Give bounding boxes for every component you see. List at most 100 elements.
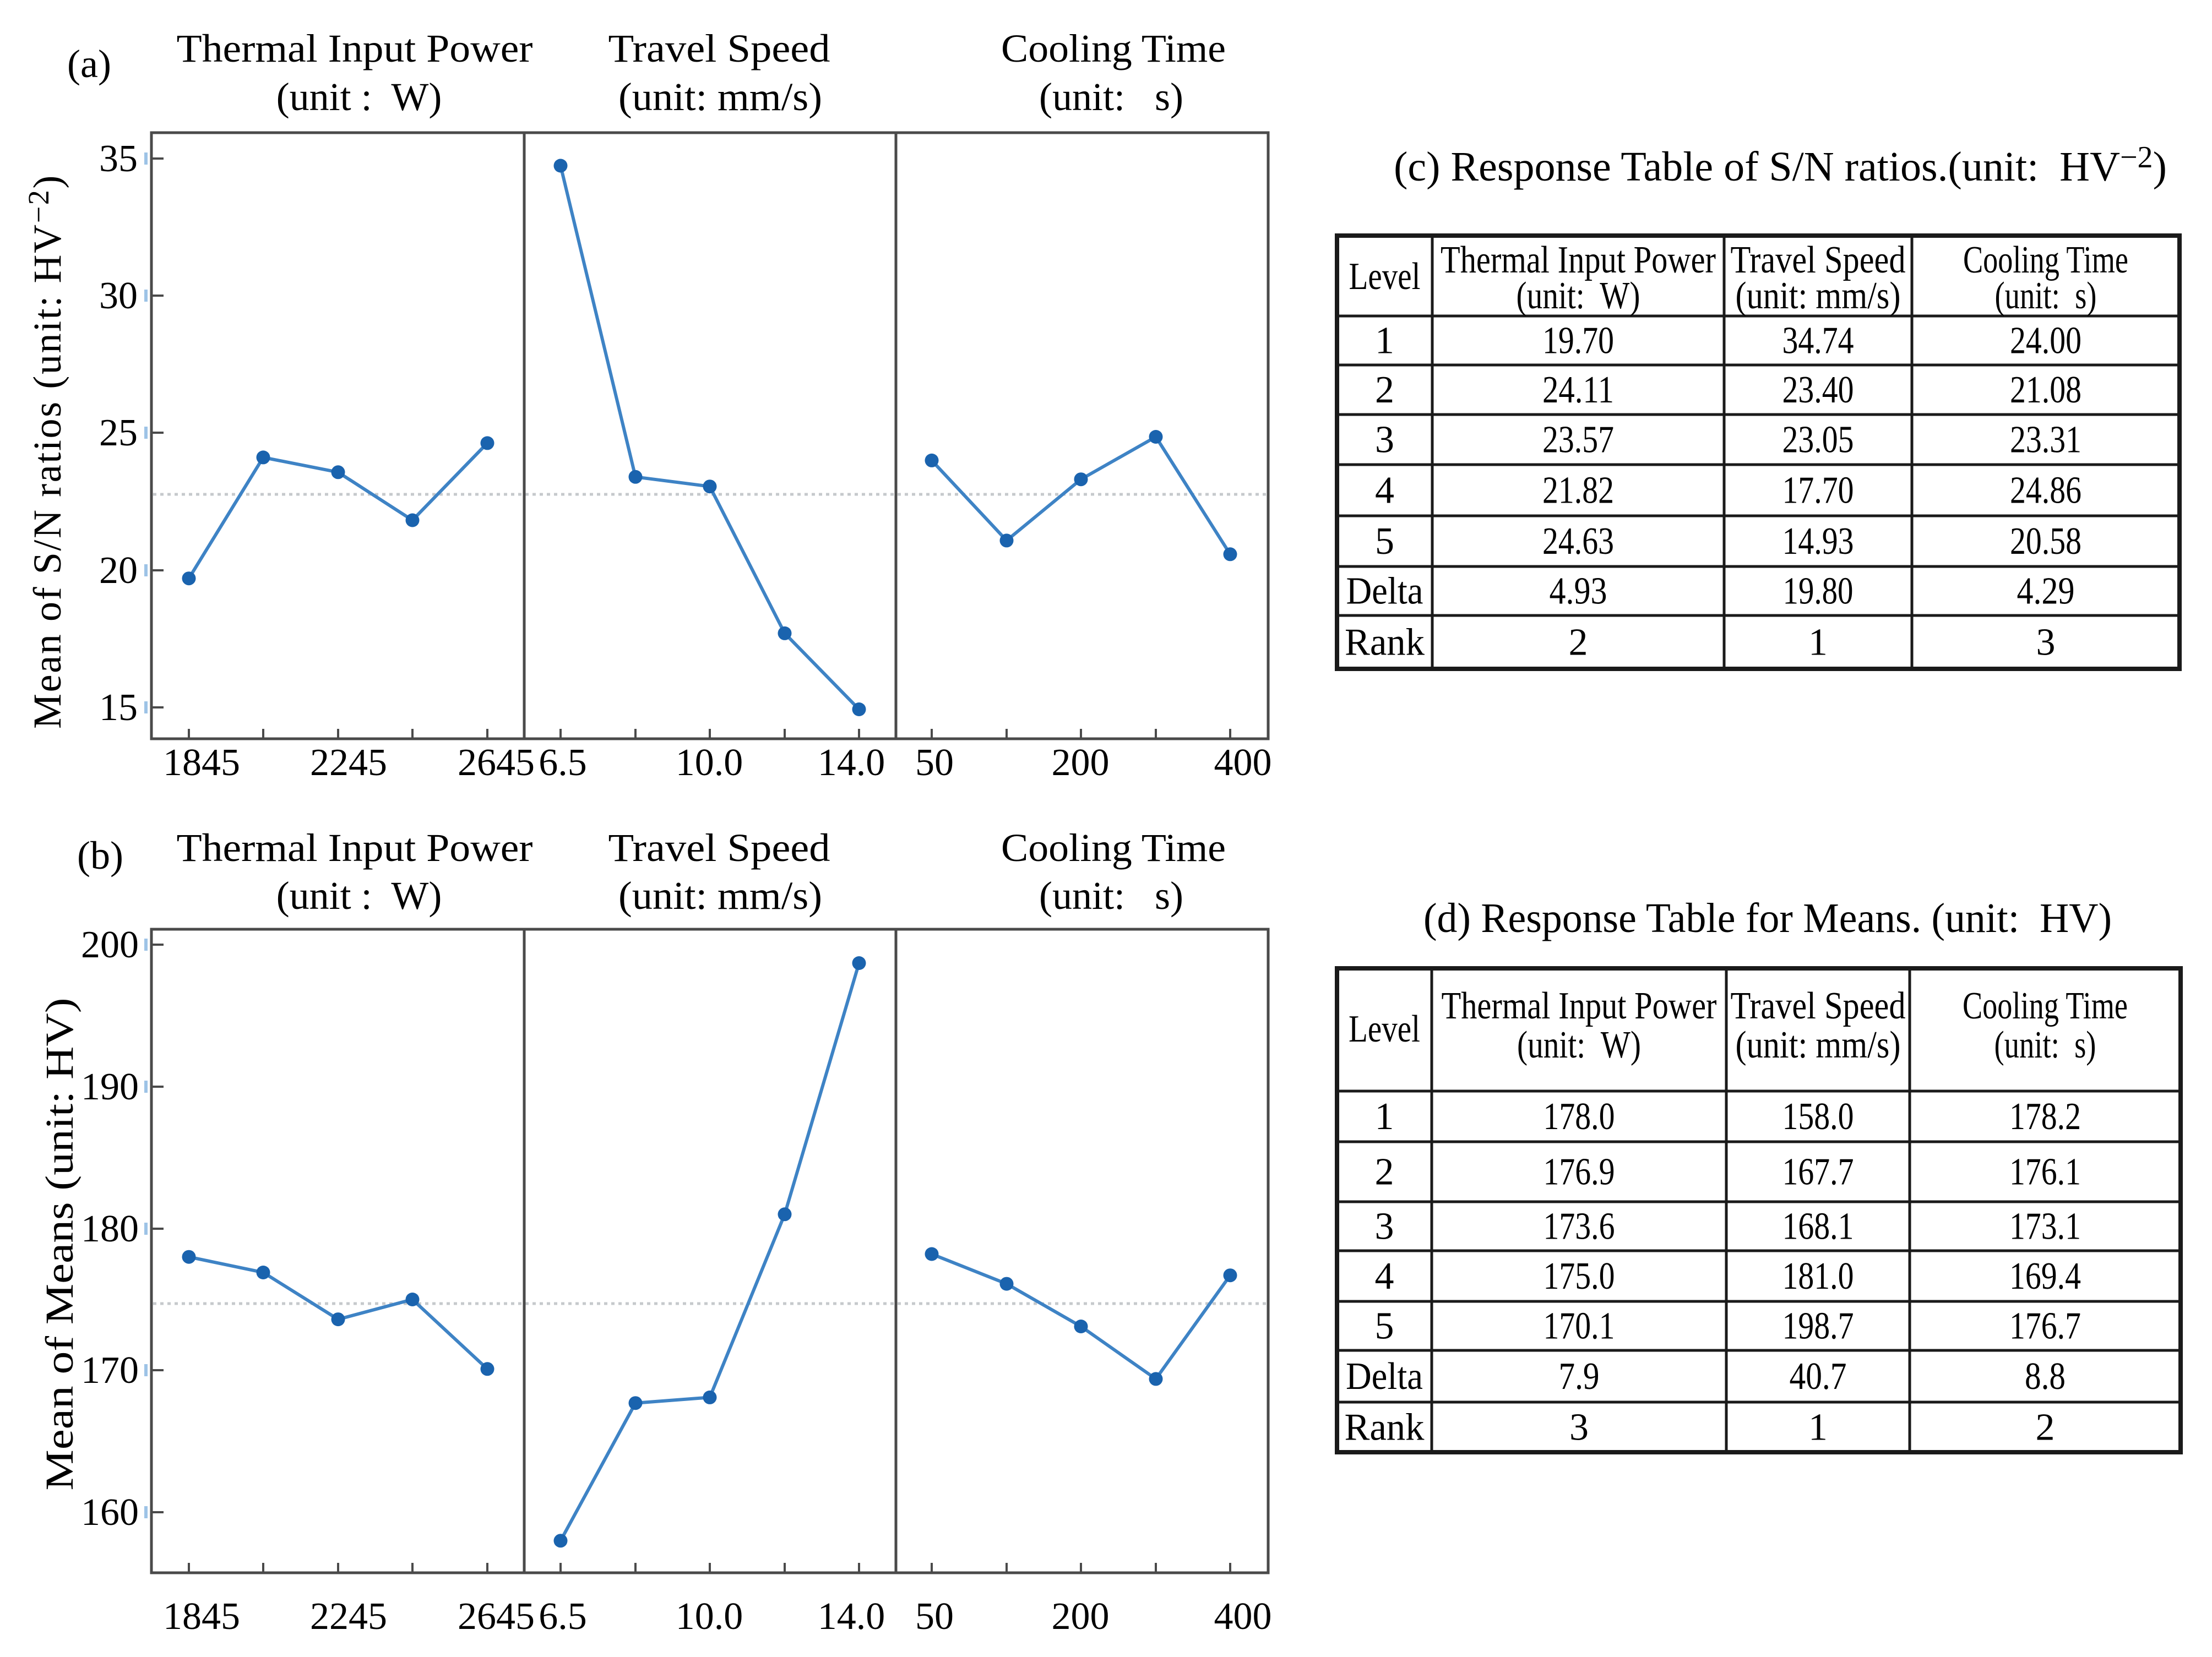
- svg-text:160: 160: [81, 1491, 139, 1534]
- svg-text:5: 5: [1375, 1305, 1394, 1348]
- svg-text:167.7: 167.7: [1782, 1151, 1854, 1193]
- svg-text:1: 1: [1375, 1095, 1394, 1138]
- svg-text:173.1: 173.1: [2009, 1206, 2081, 1248]
- svg-text:21.82: 21.82: [1542, 470, 1614, 512]
- svg-text:20.58: 20.58: [2010, 520, 2081, 563]
- svg-text:6.5: 6.5: [539, 742, 587, 784]
- svg-text:14.93: 14.93: [1782, 520, 1854, 563]
- svg-text:Travel Speed: Travel Speed: [608, 26, 830, 70]
- svg-text:170.1: 170.1: [1543, 1305, 1615, 1348]
- svg-text:24.11: 24.11: [1542, 369, 1614, 411]
- svg-text:4: 4: [1375, 470, 1394, 512]
- svg-text:Thermal Input Power: Thermal Input Power: [1441, 239, 1716, 281]
- svg-text:23.40: 23.40: [1782, 369, 1854, 411]
- svg-text:1: 1: [1375, 320, 1394, 362]
- svg-text:Travel Speed: Travel Speed: [608, 826, 830, 870]
- svg-text:6.5: 6.5: [539, 1595, 587, 1638]
- svg-text:1845: 1845: [163, 1595, 240, 1638]
- svg-text:2245: 2245: [310, 1595, 387, 1638]
- svg-text:23.57: 23.57: [1542, 419, 1614, 461]
- svg-text:(unit: s): (unit: s): [1039, 75, 1183, 119]
- svg-text:Cooling Time: Cooling Time: [1001, 826, 1226, 870]
- svg-text:34.74: 34.74: [1782, 320, 1854, 362]
- svg-text:5: 5: [1375, 520, 1394, 563]
- svg-text:10.0: 10.0: [676, 1595, 743, 1638]
- svg-text:3: 3: [2036, 622, 2056, 664]
- svg-text:(unit: W): (unit: W): [1517, 1024, 1641, 1066]
- svg-text:198.7: 198.7: [1782, 1305, 1854, 1348]
- svg-text:180: 180: [81, 1208, 139, 1250]
- svg-text:200: 200: [81, 924, 139, 966]
- svg-text:24.63: 24.63: [1542, 520, 1614, 563]
- svg-text:(b): (b): [77, 833, 123, 877]
- svg-text:2645: 2645: [458, 1595, 535, 1638]
- svg-text:2245: 2245: [310, 742, 387, 784]
- svg-text:25: 25: [99, 412, 138, 454]
- svg-text:50: 50: [915, 1595, 954, 1638]
- svg-text:2645: 2645: [458, 742, 535, 784]
- svg-text:Mean of Means (unit: HV): Mean of Means (unit: HV): [37, 998, 81, 1491]
- svg-text:14.0: 14.0: [818, 1595, 885, 1638]
- svg-text:Cooling Time: Cooling Time: [1963, 239, 2128, 281]
- svg-text:Rank: Rank: [1345, 1407, 1425, 1449]
- svg-text:19.80: 19.80: [1783, 570, 1854, 613]
- svg-text:17.70: 17.70: [1782, 470, 1854, 512]
- svg-text:176.9: 176.9: [1543, 1151, 1615, 1193]
- svg-text:400: 400: [1214, 742, 1272, 784]
- svg-text:Level: Level: [1349, 1008, 1420, 1050]
- svg-text:(c) Response Table of S/N rati: (c) Response Table of S/N ratios.(unit: …: [1394, 140, 2167, 190]
- svg-text:4.93: 4.93: [1550, 570, 1607, 613]
- svg-text:1: 1: [1808, 622, 1828, 664]
- svg-text:(unit: mm/s): (unit: mm/s): [618, 874, 822, 918]
- svg-text:Cooling Time: Cooling Time: [1001, 26, 1226, 70]
- svg-text:(unit : W): (unit : W): [276, 874, 442, 918]
- svg-text:(unit : W): (unit : W): [276, 75, 442, 119]
- svg-text:7.9: 7.9: [1559, 1355, 1600, 1398]
- svg-text:(unit: mm/s): (unit: mm/s): [1736, 1024, 1901, 1066]
- svg-text:190: 190: [81, 1066, 139, 1108]
- svg-text:170: 170: [81, 1349, 139, 1392]
- svg-text:(a): (a): [67, 42, 111, 86]
- svg-text:Level: Level: [1349, 255, 1421, 298]
- svg-text:Thermal Input Power: Thermal Input Power: [1442, 985, 1717, 1027]
- svg-text:178.2: 178.2: [2009, 1095, 2081, 1138]
- svg-text:2: 2: [1375, 1151, 1394, 1193]
- svg-text:(unit: s): (unit: s): [1995, 275, 2097, 317]
- svg-text:4: 4: [1375, 1255, 1394, 1298]
- svg-text:8.8: 8.8: [2025, 1355, 2066, 1398]
- svg-text:1845: 1845: [163, 742, 240, 784]
- svg-text:168.1: 168.1: [1782, 1206, 1854, 1248]
- svg-text:3: 3: [1375, 1206, 1394, 1248]
- svg-text:158.0: 158.0: [1782, 1095, 1854, 1138]
- svg-text:169.4: 169.4: [2009, 1255, 2081, 1298]
- svg-text:24.00: 24.00: [2010, 320, 2081, 362]
- svg-text:Thermal Input Power: Thermal Input Power: [177, 26, 533, 70]
- svg-text:Travel Speed: Travel Speed: [1731, 985, 1906, 1027]
- svg-text:Thermal Input Power: Thermal Input Power: [177, 826, 533, 870]
- svg-text:200: 200: [1052, 742, 1110, 784]
- svg-text:1: 1: [1808, 1407, 1828, 1449]
- svg-text:15: 15: [99, 686, 138, 729]
- svg-text:50: 50: [915, 742, 954, 784]
- svg-text:(unit: mm/s): (unit: mm/s): [1736, 275, 1901, 317]
- svg-text:40.7: 40.7: [1790, 1355, 1847, 1398]
- svg-text:181.0: 181.0: [1782, 1255, 1854, 1298]
- svg-text:Rank: Rank: [1345, 622, 1425, 664]
- svg-text:3: 3: [1375, 419, 1394, 461]
- svg-text:2: 2: [1569, 622, 1588, 664]
- svg-text:Travel Speed: Travel Speed: [1731, 239, 1906, 281]
- svg-text:20: 20: [99, 549, 138, 592]
- svg-text:Delta: Delta: [1346, 1355, 1423, 1398]
- svg-text:178.0: 178.0: [1543, 1095, 1615, 1138]
- svg-text:10.0: 10.0: [676, 742, 743, 784]
- svg-text:200: 200: [1052, 1595, 1110, 1638]
- svg-text:2: 2: [2036, 1407, 2055, 1449]
- svg-text:21.08: 21.08: [2010, 369, 2081, 411]
- svg-text:23.31: 23.31: [2010, 419, 2081, 461]
- svg-text:Cooling Time: Cooling Time: [1963, 985, 2128, 1027]
- svg-text:24.86: 24.86: [2010, 470, 2081, 512]
- svg-text:4.29: 4.29: [2017, 570, 2075, 613]
- svg-text:176.1: 176.1: [2009, 1151, 2081, 1193]
- svg-text:2: 2: [1375, 369, 1394, 411]
- svg-text:14.0: 14.0: [818, 742, 885, 784]
